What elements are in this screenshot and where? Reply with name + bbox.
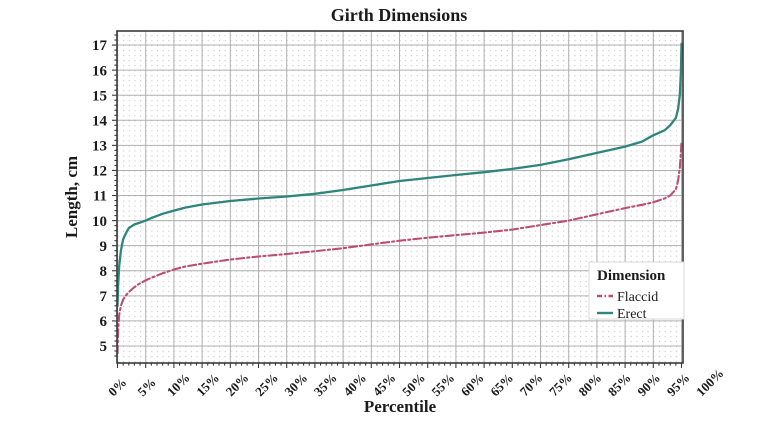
x-tick-label: 40%: [340, 370, 369, 399]
legend-box: [588, 261, 685, 320]
x-tick-label: 0%: [105, 375, 129, 399]
y-tick-label: 17: [92, 38, 108, 54]
x-tick-labels: 0% 5% 10% 15% 20% 25% 30% 35% 40% 45% 50% 55% 60% 65%…: [105, 366, 727, 400]
x-tick-label: 5%: [134, 375, 158, 399]
x-tick-label: 20%: [223, 370, 252, 399]
legend-label-flaccid: Flaccid: [617, 290, 658, 305]
y-tick-label: 6: [100, 314, 108, 330]
y-tick-label: 14: [92, 113, 108, 129]
x-tick-label: 80%: [575, 370, 604, 399]
y-tick-label: 13: [92, 139, 107, 155]
y-tick-label: 11: [93, 189, 107, 205]
y-tick-label: 16: [92, 63, 108, 79]
y-tick-label: 12: [92, 164, 107, 180]
x-tick-label: 50%: [399, 370, 428, 399]
x-tick-label: 65%: [487, 370, 516, 399]
y-axis-title: Length, cm: [62, 156, 81, 238]
x-tick-label: 15%: [193, 370, 222, 399]
legend: Dimension Flaccid Erect: [588, 261, 685, 322]
x-tick-label: 100%: [693, 366, 727, 400]
series-flaccid: [116, 140, 683, 355]
chart-title: Girth Dimensions: [331, 5, 468, 25]
x-tick-label: 85%: [605, 370, 634, 399]
legend-title: Dimension: [597, 268, 666, 284]
y-tick-label: 10: [92, 214, 107, 230]
legend-item-flaccid: Flaccid: [597, 290, 658, 305]
x-tick-label: 95%: [664, 370, 693, 399]
y-tick-label: 8: [100, 264, 108, 280]
y-tick-label: 9: [100, 239, 108, 255]
x-tick-label: 25%: [252, 370, 281, 399]
x-tick-label: 75%: [546, 370, 575, 399]
legend-item-erect: Erect: [597, 307, 647, 322]
y-tick-label: 5: [100, 339, 108, 355]
legend-label-erect: Erect: [617, 307, 647, 322]
y-tick-label: 7: [100, 289, 108, 305]
x-tick-label: 35%: [311, 370, 340, 399]
x-tick-label: 30%: [281, 370, 310, 399]
y-tick-label: 15: [92, 88, 107, 104]
axis-ticks: [112, 34, 683, 368]
x-axis-title: Percentile: [364, 397, 437, 416]
plot-area: 0% 5% 10% 15% 20% 25% 30% 35% 40% 45% 50% 55% 60% 65%…: [92, 30, 727, 400]
x-tick-label: 55%: [428, 370, 457, 399]
x-tick-label: 45%: [370, 370, 399, 399]
y-tick-labels: 5 6 7 8 9 10 11 12 13 14 15 16 17: [92, 38, 108, 355]
x-tick-label: 10%: [164, 370, 193, 399]
x-tick-label: 90%: [634, 370, 663, 399]
x-tick-label: 70%: [517, 370, 546, 399]
series-erect: [116, 42, 683, 308]
x-tick-label: 60%: [458, 370, 487, 399]
